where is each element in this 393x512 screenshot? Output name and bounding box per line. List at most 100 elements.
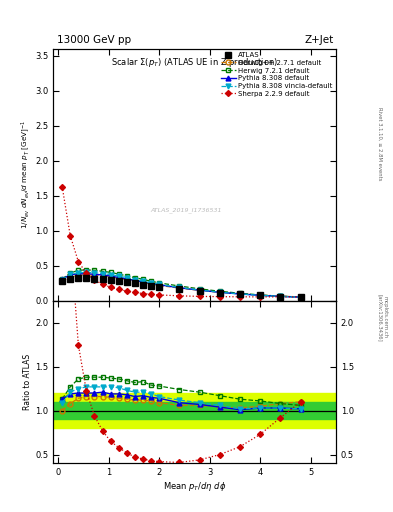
ATLAS bbox=[217, 290, 222, 296]
Pythia 8.308 default bbox=[92, 271, 97, 278]
Sherpa 2.2.9 default bbox=[84, 270, 89, 276]
Herwig++ 2.7.1 default bbox=[238, 291, 242, 297]
Pythia 8.308 default bbox=[125, 276, 129, 282]
Pythia 8.308 default bbox=[141, 279, 145, 285]
ATLAS bbox=[258, 292, 263, 298]
Pythia 8.308 vincia-default bbox=[108, 271, 113, 278]
Pythia 8.308 default bbox=[197, 287, 202, 293]
Pythia 8.308 vincia-default bbox=[84, 269, 89, 275]
Herwig 7.2.1 default bbox=[92, 267, 97, 273]
Herwig++ 2.7.1 default bbox=[177, 285, 182, 291]
Herwig 7.2.1 default bbox=[125, 273, 129, 279]
Y-axis label: $1/N_{ev}$ $dN_{ev}/d$ mean $p_T$ [GeV]$^{-1}$: $1/N_{ev}$ $dN_{ev}/d$ mean $p_T$ [GeV]$… bbox=[19, 120, 32, 229]
Line: ATLAS: ATLAS bbox=[59, 275, 303, 300]
Pythia 8.308 vincia-default bbox=[116, 273, 121, 279]
Line: Herwig++ 2.7.1 default: Herwig++ 2.7.1 default bbox=[60, 272, 303, 300]
Text: mcplots.cern.ch: mcplots.cern.ch bbox=[383, 296, 387, 338]
Herwig 7.2.1 default bbox=[238, 290, 242, 296]
Herwig 7.2.1 default bbox=[157, 280, 162, 286]
Herwig 7.2.1 default bbox=[217, 288, 222, 294]
Herwig++ 2.7.1 default bbox=[92, 272, 97, 278]
Herwig 7.2.1 default bbox=[60, 276, 64, 282]
Pythia 8.308 vincia-default bbox=[278, 293, 283, 300]
Sherpa 2.2.9 default bbox=[258, 294, 263, 300]
Herwig++ 2.7.1 default bbox=[298, 294, 303, 300]
Sherpa 2.2.9 default bbox=[68, 232, 73, 239]
ATLAS bbox=[238, 291, 242, 297]
Herwig++ 2.7.1 default bbox=[100, 273, 105, 279]
Legend: ATLAS, Herwig++ 2.7.1 default, Herwig 7.2.1 default, Pythia 8.308 default, Pythi: ATLAS, Herwig++ 2.7.1 default, Herwig 7.… bbox=[219, 51, 334, 98]
Sherpa 2.2.9 default bbox=[116, 286, 121, 292]
Line: Pythia 8.308 default: Pythia 8.308 default bbox=[60, 271, 303, 300]
ATLAS bbox=[76, 275, 81, 282]
Text: Z+Jet: Z+Jet bbox=[305, 35, 334, 45]
Sherpa 2.2.9 default bbox=[108, 284, 113, 290]
Pythia 8.308 default bbox=[108, 273, 113, 279]
Sherpa 2.2.9 default bbox=[100, 281, 105, 287]
Sherpa 2.2.9 default bbox=[141, 290, 145, 296]
Pythia 8.308 default bbox=[298, 294, 303, 300]
Sherpa 2.2.9 default bbox=[177, 293, 182, 299]
ATLAS bbox=[157, 284, 162, 290]
Herwig++ 2.7.1 default bbox=[116, 275, 121, 282]
Pythia 8.308 default bbox=[132, 278, 137, 284]
ATLAS bbox=[60, 279, 64, 285]
Bar bbox=[53, 393, 336, 428]
Pythia 8.308 default bbox=[258, 292, 263, 298]
Herwig++ 2.7.1 default bbox=[76, 272, 81, 278]
ATLAS bbox=[68, 276, 73, 282]
Herwig++ 2.7.1 default bbox=[197, 287, 202, 293]
Text: ATLAS_2019_I1736531: ATLAS_2019_I1736531 bbox=[150, 207, 222, 213]
Sherpa 2.2.9 default bbox=[157, 292, 162, 298]
Pythia 8.308 vincia-default bbox=[92, 270, 97, 276]
Pythia 8.308 default bbox=[68, 272, 73, 278]
Herwig++ 2.7.1 default bbox=[84, 272, 89, 278]
Sherpa 2.2.9 default bbox=[278, 294, 283, 300]
ATLAS bbox=[125, 279, 129, 285]
Herwig++ 2.7.1 default bbox=[149, 281, 153, 287]
Pythia 8.308 vincia-default bbox=[157, 282, 162, 288]
Y-axis label: Ratio to ATLAS: Ratio to ATLAS bbox=[23, 354, 32, 410]
X-axis label: Mean $p_{T}/d\eta$ $d\phi$: Mean $p_{T}/d\eta$ $d\phi$ bbox=[163, 480, 226, 493]
Sherpa 2.2.9 default bbox=[92, 277, 97, 283]
Herwig++ 2.7.1 default bbox=[108, 274, 113, 280]
Herwig 7.2.1 default bbox=[149, 278, 153, 284]
Pythia 8.308 vincia-default bbox=[238, 291, 242, 297]
Sherpa 2.2.9 default bbox=[60, 183, 64, 189]
Pythia 8.308 vincia-default bbox=[68, 271, 73, 278]
Text: Scalar $\Sigma(p_{T})$ (ATLAS UE in Z production): Scalar $\Sigma(p_{T})$ (ATLAS UE in Z pr… bbox=[111, 56, 278, 69]
ATLAS bbox=[197, 288, 202, 294]
ATLAS bbox=[84, 275, 89, 282]
Pythia 8.308 vincia-default bbox=[197, 287, 202, 293]
Sherpa 2.2.9 default bbox=[125, 288, 129, 294]
Pythia 8.308 default bbox=[157, 282, 162, 288]
Sherpa 2.2.9 default bbox=[238, 294, 242, 300]
Pythia 8.308 default bbox=[84, 271, 89, 277]
Herwig++ 2.7.1 default bbox=[157, 283, 162, 289]
Pythia 8.308 vincia-default bbox=[149, 280, 153, 286]
Herwig++ 2.7.1 default bbox=[125, 276, 129, 283]
Herwig 7.2.1 default bbox=[132, 274, 137, 281]
ATLAS bbox=[278, 293, 283, 300]
Herwig++ 2.7.1 default bbox=[141, 280, 145, 286]
Pythia 8.308 vincia-default bbox=[217, 289, 222, 295]
Herwig++ 2.7.1 default bbox=[278, 293, 283, 299]
ATLAS bbox=[298, 294, 303, 301]
ATLAS bbox=[141, 282, 145, 288]
Herwig 7.2.1 default bbox=[141, 276, 145, 283]
Pythia 8.308 default bbox=[238, 291, 242, 297]
Text: [arXiv:1306.3436]: [arXiv:1306.3436] bbox=[377, 293, 382, 342]
Pythia 8.308 vincia-default bbox=[132, 276, 137, 283]
Pythia 8.308 vincia-default bbox=[76, 270, 81, 276]
Pythia 8.308 vincia-default bbox=[298, 294, 303, 300]
Herwig 7.2.1 default bbox=[197, 286, 202, 292]
Sherpa 2.2.9 default bbox=[149, 291, 153, 297]
Herwig 7.2.1 default bbox=[298, 294, 303, 300]
Herwig++ 2.7.1 default bbox=[60, 279, 64, 285]
Sherpa 2.2.9 default bbox=[298, 294, 303, 300]
Line: Herwig 7.2.1 default: Herwig 7.2.1 default bbox=[60, 267, 303, 300]
Bar bbox=[53, 402, 336, 419]
Sherpa 2.2.9 default bbox=[132, 289, 137, 295]
Herwig 7.2.1 default bbox=[76, 267, 81, 273]
Pythia 8.308 default bbox=[177, 285, 182, 291]
